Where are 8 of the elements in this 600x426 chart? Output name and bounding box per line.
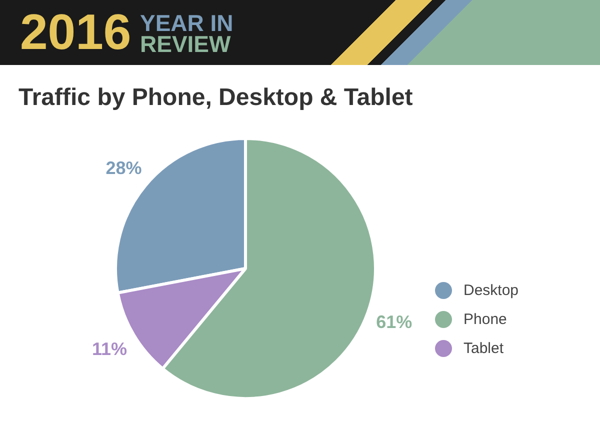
text: 2016: [20, 4, 132, 60]
legend-label: Phone: [464, 311, 507, 328]
data-label: 28%: [106, 158, 142, 178]
data-label: 61%: [376, 312, 412, 332]
legend-label: Tablet: [464, 340, 504, 357]
legend-label: Desktop: [464, 282, 519, 299]
data-label: 11%: [92, 338, 128, 359]
chart-title: Traffic by Phone, Desktop & Tablet: [18, 84, 413, 111]
